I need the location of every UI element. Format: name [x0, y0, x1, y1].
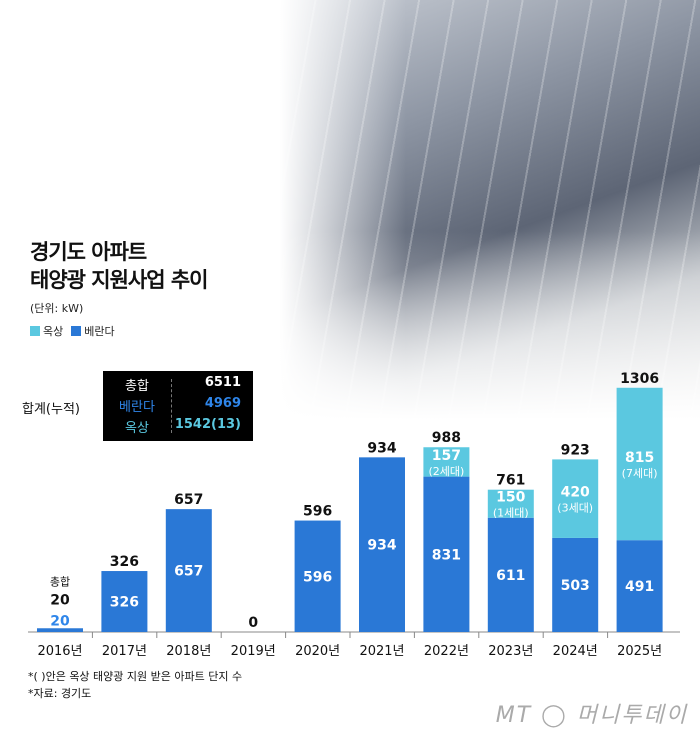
- rooftop-complex-count: (7세대): [622, 467, 658, 480]
- x-tick-label: 2019년: [231, 644, 276, 659]
- note-source: *자료: 경기도: [28, 687, 92, 700]
- row-key: 베란다: [119, 400, 155, 415]
- row-value: 4969: [204, 396, 241, 411]
- bar-label-rooftop: 157: [432, 448, 461, 464]
- x-tick-label: 2016년: [37, 644, 82, 659]
- x-tick-label: 2018년: [166, 644, 211, 659]
- bar-label-rooftop: 815: [625, 450, 654, 466]
- legend-item-rooftop: 옥상: [30, 323, 63, 339]
- bar-total-label: 20: [50, 592, 70, 608]
- bar-total-label: 0: [248, 615, 258, 631]
- row-value: 6511: [204, 375, 241, 390]
- bar-total-label: 761: [496, 473, 525, 489]
- bar-label-balcony: 491: [625, 579, 654, 595]
- logo: MT ◯ 머니투데이: [495, 703, 688, 728]
- bar-label-balcony: 831: [432, 547, 461, 563]
- solar-panel-photo: [280, 0, 700, 420]
- bar-balcony: [487, 517, 534, 632]
- bar-label-balcony: 611: [496, 568, 525, 584]
- bar-label-balcony: 326: [110, 595, 139, 611]
- cumulative-box: 총합 6511 베란다 4969 옥상 1542(13): [103, 371, 253, 441]
- bar-total-label: 934: [367, 440, 396, 456]
- bar-rooftop: [423, 447, 470, 477]
- notes: *( )안은 옥상 태양광 지원 받은 아파트 단지 수 *자료: 경기도: [28, 668, 242, 702]
- bar-balcony: [101, 571, 148, 632]
- cumulative-label: 합계(누적): [22, 402, 80, 417]
- bar-rooftop: [552, 459, 599, 538]
- bar-balcony: [165, 509, 212, 632]
- x-tick-label: 2022년: [424, 644, 469, 659]
- bar-label-balcony: 596: [303, 569, 332, 585]
- bar-label-rooftop: 420: [561, 485, 590, 501]
- rooftop-complex-count: (3세대): [557, 502, 593, 515]
- bar-total-label: 988: [432, 430, 461, 446]
- legend-swatch-rooftop: [30, 326, 40, 336]
- legend-label-rooftop: 옥상: [43, 325, 64, 338]
- bar-balcony: [294, 520, 341, 632]
- legend-label-balcony: 베란다: [84, 325, 115, 338]
- note-complexes: *( )안은 옥상 태양광 지원 받은 아파트 단지 수: [28, 670, 243, 683]
- x-tick-label: 2017년: [102, 644, 147, 659]
- row-key: 옥상: [125, 421, 149, 436]
- rooftop-complex-count: (1세대): [493, 507, 529, 520]
- title-line-2: 태양광 지원사업 추이: [30, 268, 209, 292]
- x-tick-label: 2024년: [553, 644, 598, 659]
- divider: [171, 379, 172, 433]
- bar-rooftop: [487, 489, 534, 518]
- legend-swatch-balcony: [71, 326, 82, 336]
- bar-label-balcony: 503: [561, 578, 590, 594]
- bar-total-label: 596: [303, 504, 332, 520]
- legend-item-balcony: 베란다: [71, 323, 115, 339]
- bar-label-balcony: 657: [174, 564, 203, 580]
- total-prefix-label: 총합: [50, 575, 70, 588]
- bar-total-label: 326: [110, 554, 139, 570]
- x-tick-label: 2021년: [359, 644, 404, 659]
- bar-balcony: [552, 537, 599, 632]
- bar-rooftop: [616, 387, 663, 541]
- title-line-1: 경기도 아파트: [30, 240, 147, 264]
- x-tick-label: 2020년: [295, 644, 340, 659]
- bar-balcony: [37, 628, 83, 632]
- unit-label: (단위: kW): [30, 302, 84, 315]
- chart-title: 경기도 아파트 태양광 지원사업 추이: [30, 238, 209, 294]
- row-value: 1542(13): [174, 417, 241, 432]
- bar-label-balcony: 934: [367, 538, 396, 554]
- bar-balcony: [423, 476, 470, 632]
- cumulative-row-rooftop: 옥상 1542(13): [103, 417, 253, 436]
- bar-total-label: 657: [174, 492, 203, 508]
- cumulative-row-total: 총합 6511: [103, 375, 253, 394]
- bar-total-label: 1306: [620, 371, 659, 387]
- row-key: 총합: [125, 379, 149, 394]
- x-tick-label: 2025년: [617, 644, 662, 659]
- cumulative-row-balcony: 베란다 4969: [103, 396, 253, 415]
- legend: 옥상 베란다: [30, 323, 115, 339]
- bar-balcony: [616, 540, 663, 632]
- bar-total-label: 923: [561, 442, 590, 458]
- bar-label-balcony: 20: [50, 613, 70, 629]
- x-tick-label: 2023년: [488, 644, 533, 659]
- bar-balcony: [359, 457, 405, 632]
- bar-label-rooftop: 150: [496, 490, 525, 506]
- rooftop-complex-count: (2세대): [428, 465, 464, 478]
